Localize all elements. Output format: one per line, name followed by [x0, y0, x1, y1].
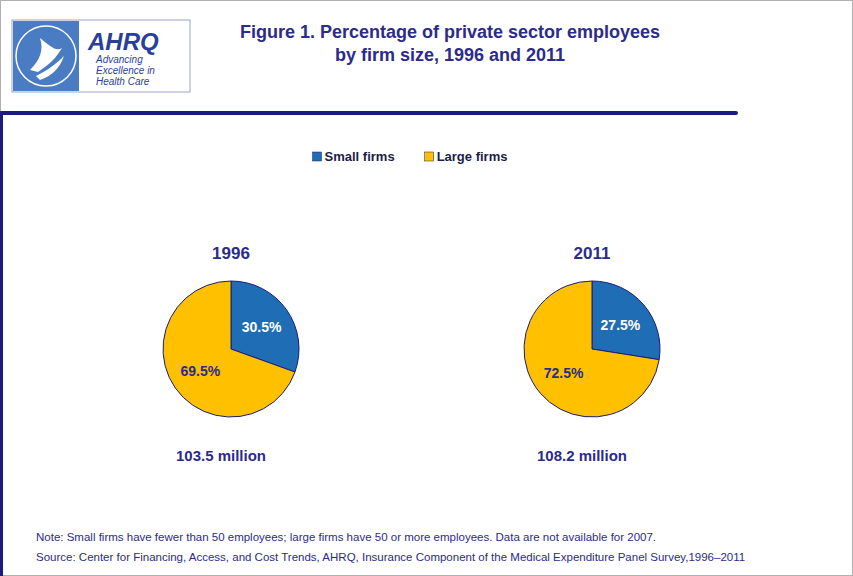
logo-text: AHRQ: [87, 28, 159, 55]
logo-tagline: Excellence in: [96, 65, 155, 76]
figure: AHRQAdvancingExcellence inHealth Care Fig…: [0, 0, 853, 576]
logo-tagline: Advancing: [95, 54, 143, 65]
legend-swatch: [313, 152, 322, 161]
logo-eagle: [30, 38, 64, 80]
pie-title: 1996: [212, 244, 250, 263]
data-label: 69.5%: [181, 363, 221, 379]
note: Note: Small firms have fewer than 50 emp…: [36, 531, 656, 543]
pie-subtitle: 108.2 million: [537, 447, 627, 464]
pie-title: 2011: [574, 244, 611, 263]
pie-chart: 1996 30.5% 69.5% 103.5 million: [163, 244, 299, 464]
logo-tagline: Health Care: [96, 76, 150, 87]
pie-slice: [524, 281, 659, 417]
pie-chart: 2011 27.5% 72.5% 108.2 million: [524, 244, 660, 464]
logo: AHRQAdvancingExcellence inHealth Care: [12, 20, 190, 92]
title: by firm size, 1996 and 2011: [335, 45, 565, 65]
pie-slice: [163, 281, 295, 417]
logo-box: [12, 20, 190, 92]
data-label: 27.5%: [601, 317, 641, 333]
data-label: 30.5%: [242, 319, 282, 335]
legend-label: Small firms: [325, 149, 395, 164]
pie-subtitle: 103.5 million: [176, 447, 266, 464]
legend: Small firms Large firms: [313, 149, 508, 164]
logo-ring: [16, 26, 76, 86]
pie-slice: [592, 281, 660, 360]
legend-label: Large firms: [437, 149, 508, 164]
source: Source: Center for Financing, Access, an…: [36, 551, 745, 563]
header-rule: [0, 111, 736, 115]
title: Figure 1. Percentage of private sector e…: [240, 22, 660, 42]
frame: [1, 1, 853, 576]
data-label: 72.5%: [544, 365, 584, 381]
left-rule: [0, 113, 3, 576]
legend-swatch: [425, 152, 434, 161]
logo-seal: [13, 21, 79, 91]
